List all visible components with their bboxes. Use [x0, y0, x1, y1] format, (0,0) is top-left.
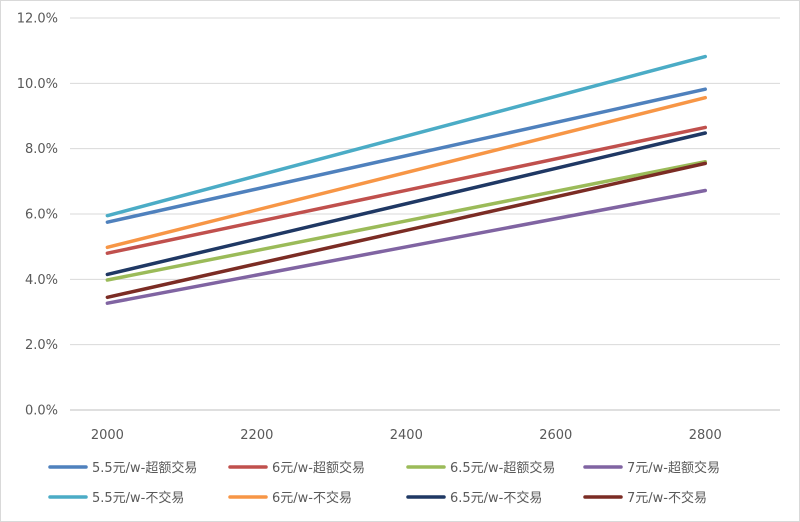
series-line-5 [105, 54, 708, 218]
legend-label: 5.5元/w-超额交易 [92, 460, 197, 476]
y-tick-label: 2.0% [25, 338, 58, 353]
x-tick-label: 2200 [240, 428, 273, 443]
x-tick-label: 2600 [539, 428, 572, 443]
y-tick-label: 0.0% [25, 404, 58, 419]
series-line-6 [105, 95, 708, 250]
y-tick-label: 12.0% [17, 12, 58, 27]
series-line-2 [105, 125, 708, 255]
series-line-1 [105, 87, 708, 224]
x-tick-label: 2000 [91, 428, 124, 443]
legend-label: 6.5元/w-超额交易 [450, 460, 555, 476]
y-tick-label: 10.0% [17, 77, 58, 92]
series-line-8 [105, 161, 708, 300]
series-line-4 [105, 188, 708, 305]
series-lines [105, 54, 708, 305]
x-tick-label: 2400 [390, 428, 423, 443]
x-axis-ticks: 2000 2200 2400 2600 2800 [91, 428, 722, 443]
legend-label: 6元/w-超额交易 [272, 460, 365, 476]
y-tick-label: 4.0% [25, 273, 58, 288]
x-tick-label: 2800 [689, 428, 722, 443]
legend-label: 7元/w-超额交易 [627, 460, 720, 476]
series-line-7 [105, 131, 708, 277]
series-line-3 [105, 159, 708, 282]
legend-label: 5.5元/w-不交易 [92, 490, 184, 506]
legend: 5.5元/w-超额交易 6元/w-超额交易 6.5元/w-超额交易 7元/w-超额交易… [48, 460, 720, 506]
y-axis-ticks: 0.0% 2.0% 4.0% 6.0% 8.0% 10.0% 12.0% [17, 12, 58, 419]
legend-label: 6.5元/w-不交易 [450, 490, 542, 506]
legend-label: 6元/w-不交易 [272, 490, 352, 506]
gridlines [70, 17, 780, 411]
y-tick-label: 6.0% [25, 208, 58, 223]
y-tick-label: 8.0% [25, 142, 58, 157]
legend-label: 7元/w-不交易 [627, 490, 707, 506]
